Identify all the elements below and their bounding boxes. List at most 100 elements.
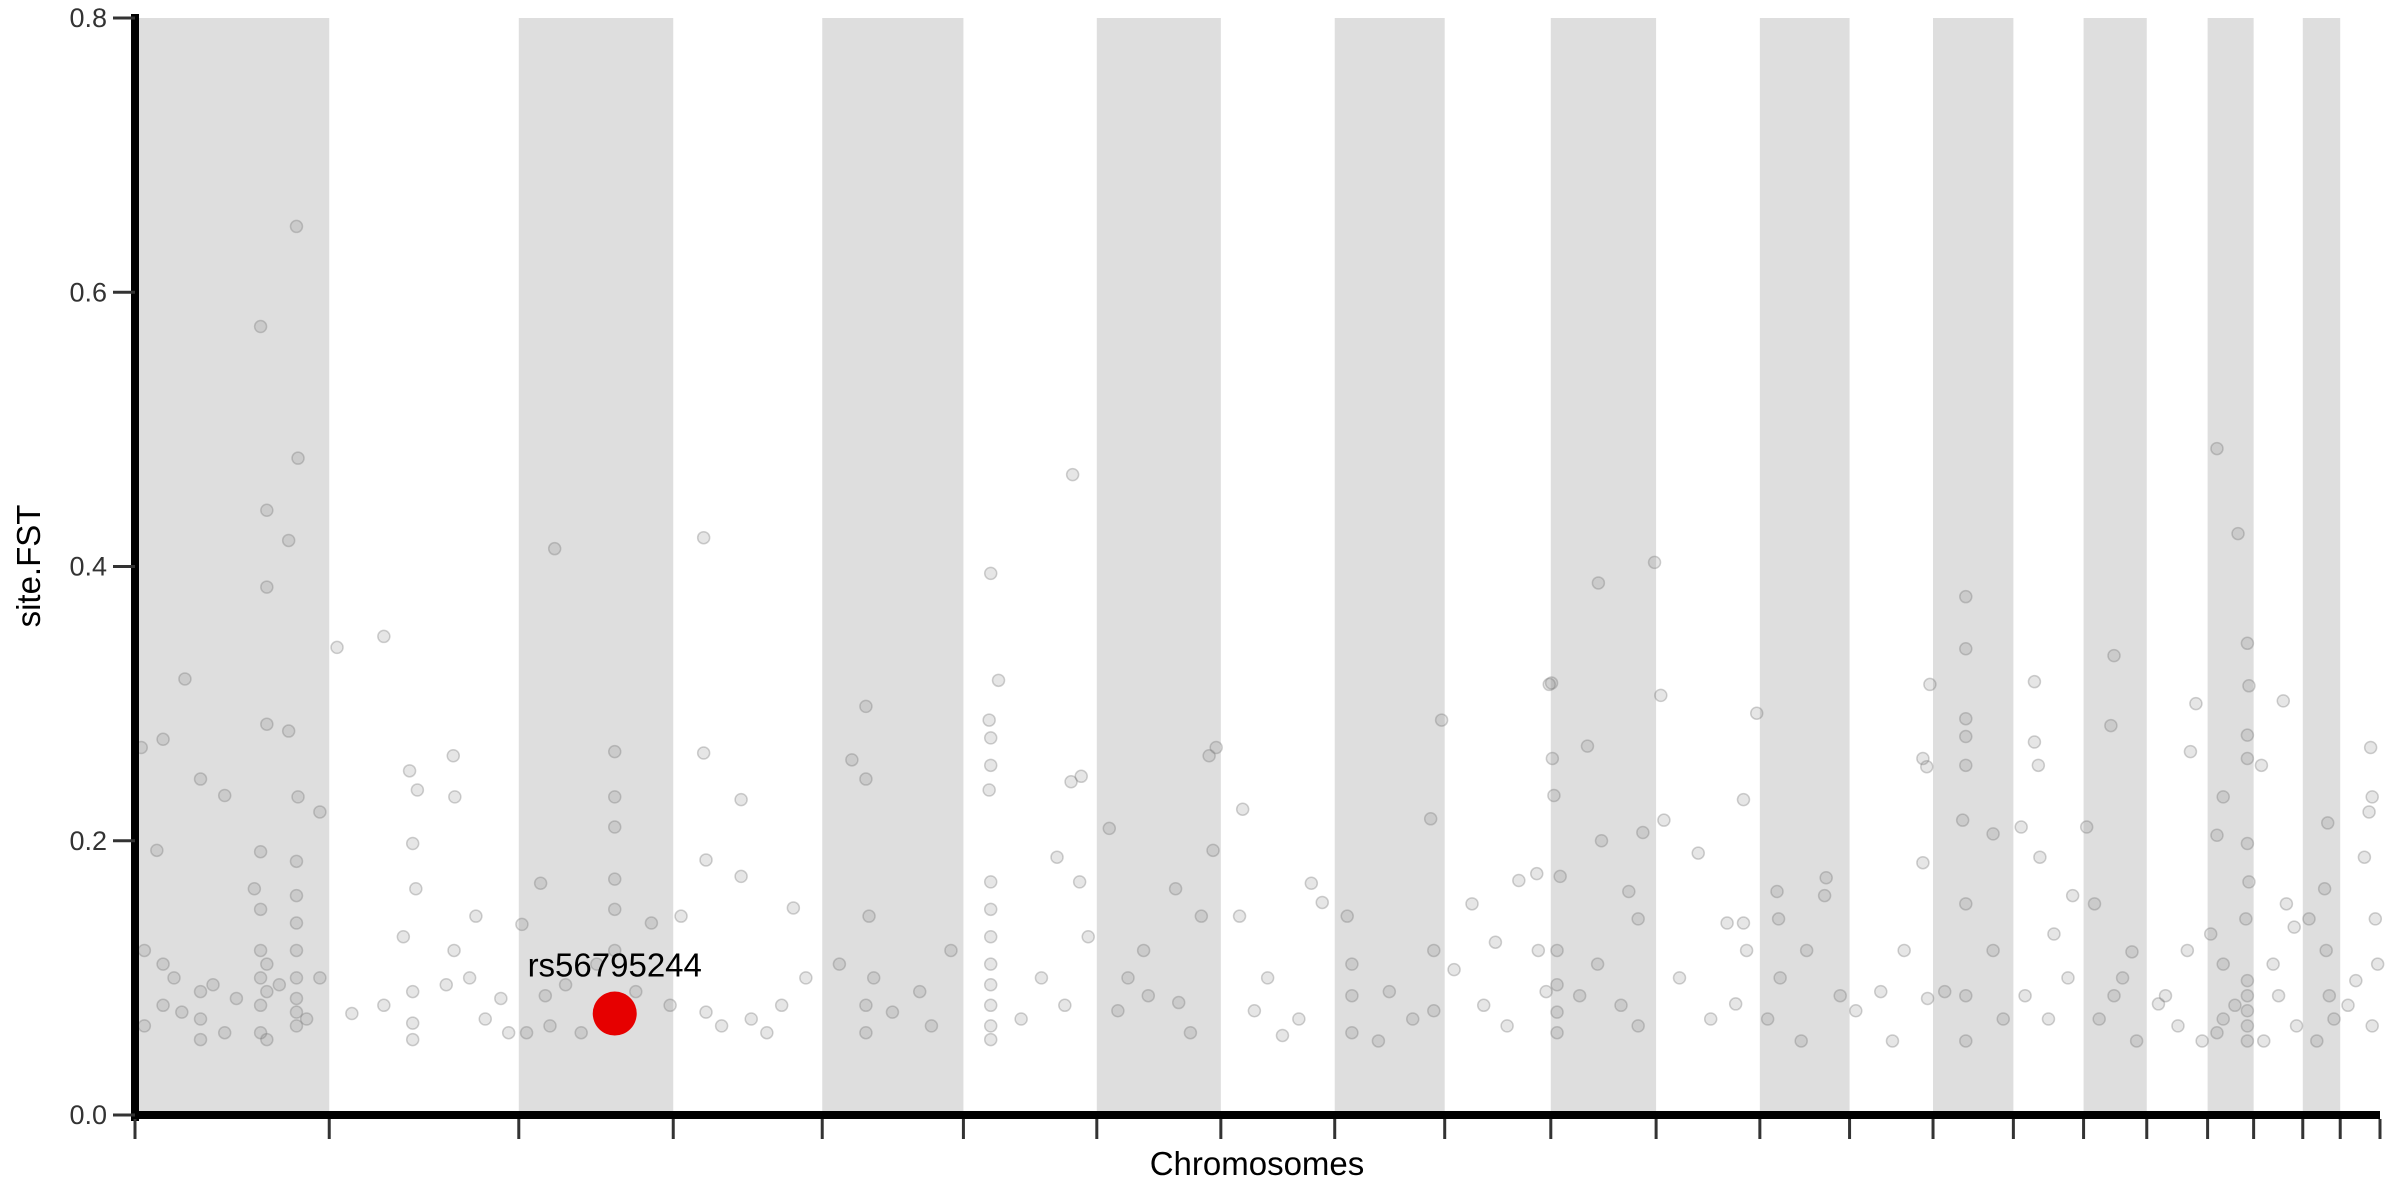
data-point [260, 717, 274, 731]
data-point [1544, 676, 1559, 690]
data-point [260, 957, 274, 971]
data-point [1434, 713, 1449, 727]
data-point [272, 977, 287, 992]
data-point [446, 748, 461, 763]
data-point [1345, 988, 1359, 1003]
data-point [137, 1019, 152, 1033]
data-point [1315, 895, 1329, 910]
data-point [1590, 957, 1605, 971]
data-point [402, 764, 417, 778]
data-point [2125, 945, 2139, 959]
x-axis-title: Chromosomes [1150, 1145, 1365, 1182]
data-point [1959, 711, 1973, 726]
data-point [1986, 943, 2000, 958]
data-point [1034, 971, 1049, 985]
data-point [229, 991, 244, 1006]
data-point [289, 1005, 304, 1019]
data-point [607, 902, 622, 917]
data-point [859, 699, 873, 714]
data-point [2210, 1025, 2224, 1040]
data-point [1058, 998, 1072, 1013]
data-point [1647, 555, 1662, 570]
data-point [2210, 828, 2224, 843]
data-point [2287, 920, 2301, 934]
data-point [944, 943, 958, 958]
data-point [845, 753, 859, 767]
data-point [1996, 1012, 2010, 1026]
data-point [2180, 943, 2195, 958]
data-point [674, 909, 688, 923]
data-point [1209, 740, 1223, 755]
data-point [2240, 751, 2255, 766]
data-point [734, 792, 748, 807]
data-point [1874, 984, 1888, 999]
x-axis-ticks [133, 1119, 2382, 1139]
data-point [439, 977, 453, 992]
data-point [289, 991, 304, 1006]
data-point [150, 843, 164, 858]
data-point [289, 943, 304, 958]
data-point [2240, 973, 2255, 988]
data-point [1614, 998, 1628, 1013]
data-point [1736, 792, 1751, 807]
data-point [1405, 1012, 1420, 1026]
data-point [699, 1005, 713, 1019]
data-point [760, 1025, 774, 1040]
data-point [1959, 758, 1973, 773]
data-point [217, 788, 232, 803]
data-point [260, 984, 274, 999]
data-point [2254, 758, 2269, 773]
data-point [1959, 1034, 1973, 1048]
data-point [2031, 758, 2046, 773]
data-point [558, 977, 573, 992]
chromosome-band-17 [2083, 18, 2147, 1115]
data-point [607, 943, 622, 958]
data-point [289, 888, 304, 903]
data-point [982, 783, 996, 797]
data-point [260, 503, 274, 518]
data-point [1545, 751, 1560, 766]
data-point [2195, 1034, 2209, 1048]
data-point [2349, 973, 2363, 988]
data-point [2087, 897, 2102, 911]
data-point [629, 984, 643, 999]
highlighted-snp-point [592, 991, 637, 1036]
data-point [299, 1012, 314, 1026]
data-point [167, 971, 181, 985]
data-point [1081, 929, 1095, 944]
chromosome-band-11 [1550, 18, 1657, 1115]
data-point [289, 1019, 304, 1033]
data-point [1959, 589, 1973, 604]
data-point [206, 977, 220, 992]
data-point [1136, 943, 1151, 958]
data-point [2239, 912, 2253, 926]
data-point [253, 971, 268, 985]
data-point [289, 854, 304, 869]
data-point [1072, 875, 1087, 889]
data-point [774, 998, 789, 1013]
data-point [1553, 869, 1567, 884]
data-point [253, 1025, 268, 1040]
data-point [2341, 998, 2355, 1013]
data-point [1622, 884, 1636, 899]
chromosome-band-9 [1334, 18, 1445, 1115]
data-point [1819, 871, 1833, 885]
data-point [1427, 943, 1441, 958]
data-point [1014, 1012, 1028, 1026]
data-point [410, 783, 425, 797]
chromosome-bands [135, 18, 2341, 1115]
data-point [2319, 943, 2333, 958]
data-point [1423, 812, 1438, 826]
data-point [313, 805, 327, 819]
data-point [289, 971, 304, 985]
data-point [1986, 827, 2000, 841]
data-point [291, 451, 305, 465]
data-point [991, 673, 1006, 688]
data-point [2279, 897, 2294, 911]
data-point [2271, 988, 2286, 1003]
data-point [519, 1025, 534, 1040]
data-point [1736, 916, 1751, 930]
data-point [1500, 1019, 1514, 1033]
data-point [1371, 1034, 1386, 1048]
data-point [1488, 935, 1503, 949]
